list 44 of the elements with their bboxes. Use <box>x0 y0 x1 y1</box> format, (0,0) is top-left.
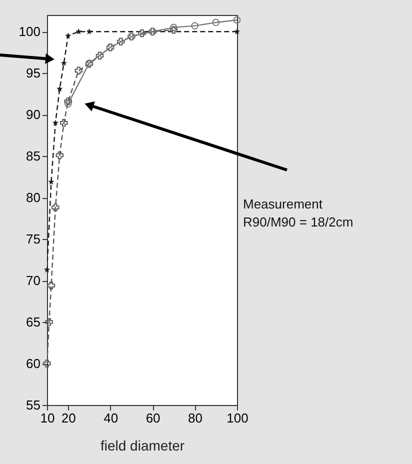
y-tick-label: 100 <box>18 24 40 40</box>
y-tick-label: 95 <box>26 66 40 81</box>
point <box>234 28 240 34</box>
x-tick-label: 10 <box>40 410 55 426</box>
y-tick-label: 80 <box>26 190 40 206</box>
point <box>170 26 178 34</box>
point <box>64 97 72 106</box>
x-tick-label: 60 <box>146 410 160 426</box>
x-tick-label: 80 <box>188 410 203 426</box>
point <box>64 32 72 39</box>
point <box>191 22 198 30</box>
point <box>43 360 51 368</box>
point <box>96 52 104 60</box>
point <box>47 282 56 290</box>
x-axis-title: field diameter <box>100 438 185 454</box>
point <box>212 18 220 26</box>
y-tick-label: 65 <box>26 314 40 330</box>
point <box>48 178 54 185</box>
point <box>74 66 83 74</box>
y-tick-label: 85 <box>26 148 40 164</box>
x-tick-label: 100 <box>226 410 248 426</box>
point <box>117 38 125 46</box>
point <box>60 60 68 66</box>
point <box>44 266 50 273</box>
y-tick-label: 60 <box>26 356 40 372</box>
point <box>56 151 64 160</box>
point <box>60 119 68 127</box>
point <box>138 29 146 38</box>
point <box>64 100 72 108</box>
point <box>52 120 59 126</box>
point <box>233 16 241 24</box>
y-tick-label: 70 <box>26 273 40 288</box>
x-tick-label: 20 <box>61 410 76 426</box>
y-tick-label: 55 <box>26 398 40 412</box>
point <box>86 28 92 34</box>
text: Measurement R90/M90 = 18/2cm <box>243 196 354 230</box>
point <box>170 24 178 32</box>
point <box>45 318 53 326</box>
point <box>52 204 60 212</box>
y-tick-label: 90 <box>26 107 40 122</box>
y-tick-label: 75 <box>26 232 40 247</box>
x-tick-label: 40 <box>104 410 118 426</box>
point <box>76 28 82 34</box>
point <box>56 86 63 92</box>
